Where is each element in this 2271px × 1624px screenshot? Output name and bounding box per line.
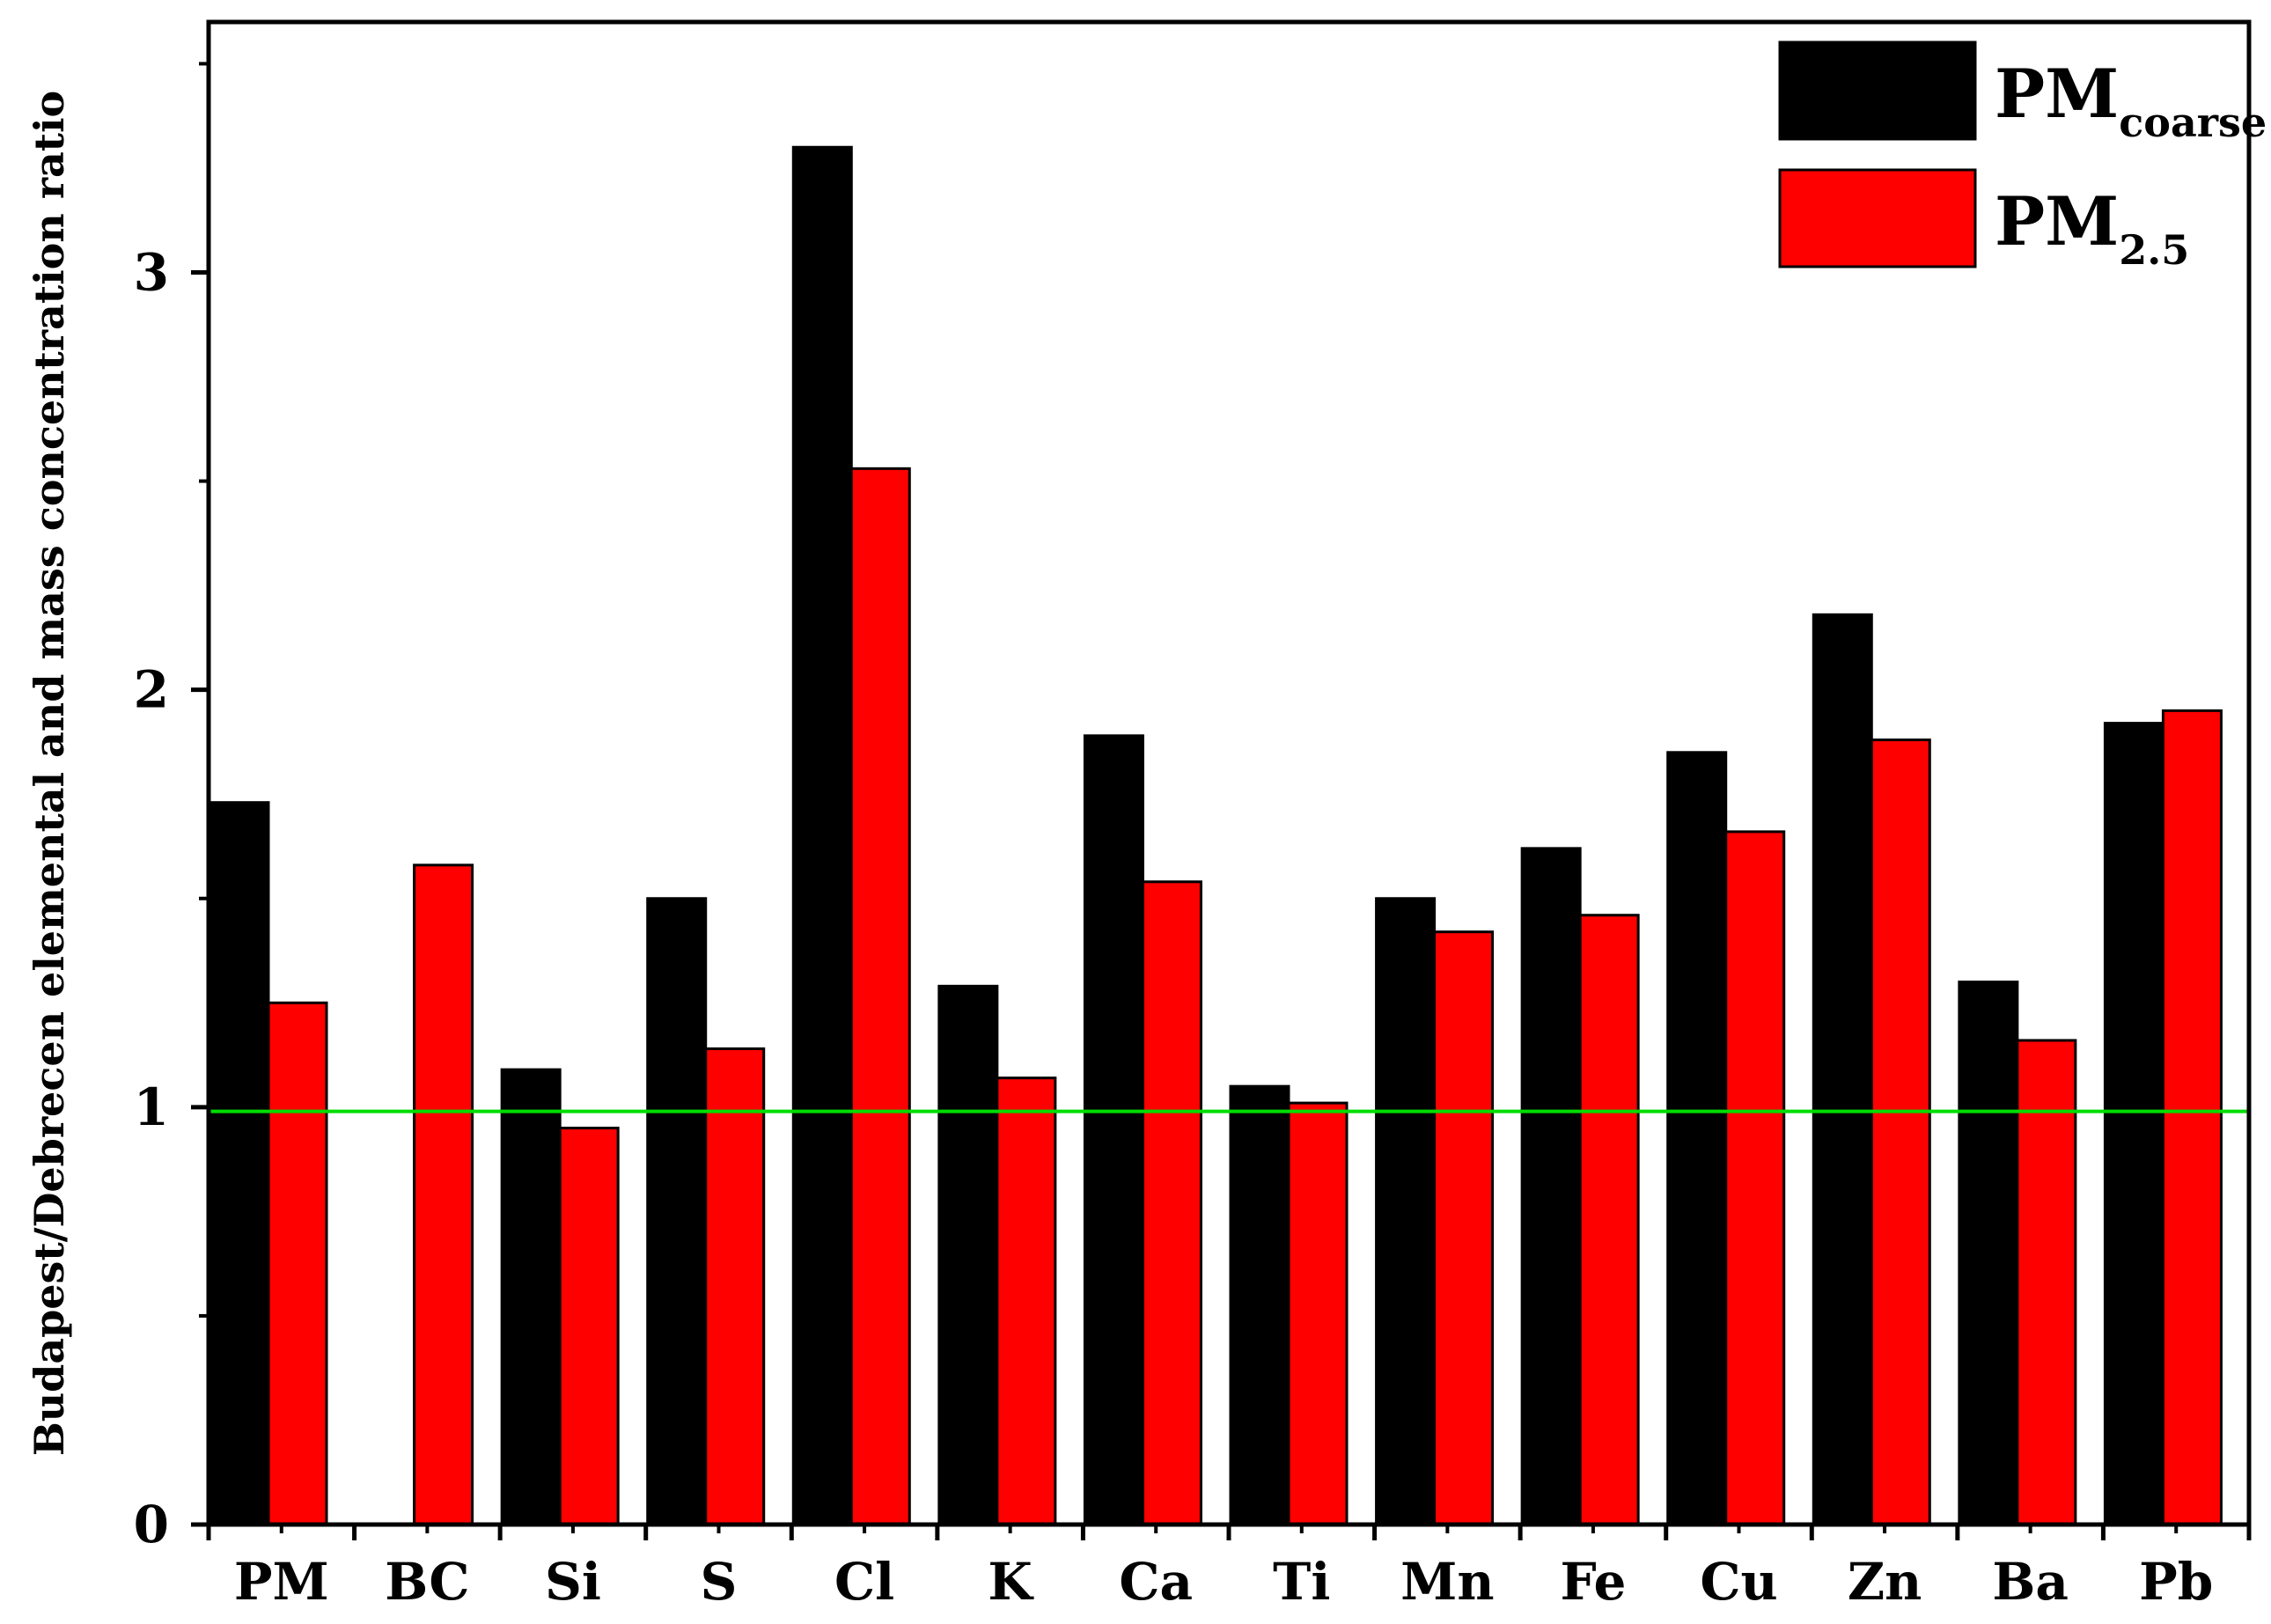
bar-cl-pm-coarse — [791, 145, 853, 1526]
x-tick-label-pm: PM — [234, 1552, 329, 1612]
bar-pm-pm2-5 — [267, 1001, 328, 1526]
bar-bc-pm2-5 — [413, 863, 474, 1526]
y-tick-label: 1 — [134, 1077, 169, 1137]
bar-k-pm-coarse — [937, 984, 999, 1526]
bar-si-pm2-5 — [558, 1127, 620, 1526]
x-tick-label-ba: Ba — [1992, 1552, 2069, 1612]
bar-mn-pm-coarse — [1375, 897, 1437, 1526]
bar-ba-pm2-5 — [2016, 1039, 2077, 1526]
bar-fe-pm-coarse — [1520, 847, 1582, 1526]
x-tick-label-s: S — [701, 1552, 738, 1612]
bar-ca-pm-coarse — [1083, 734, 1144, 1526]
legend-label-main: PM — [1995, 55, 2119, 133]
bar-pm-pm-coarse — [209, 801, 270, 1526]
bar-ti-pm-coarse — [1229, 1084, 1290, 1526]
bar-ti-pm2-5 — [1287, 1101, 1349, 1526]
bar-ba-pm-coarse — [1958, 981, 2019, 1526]
bar-cu-pm-coarse — [1666, 751, 1728, 1526]
legend-swatch-pm-coarse — [1778, 40, 1977, 141]
x-tick-label-cu: Cu — [1700, 1552, 1777, 1612]
y-tick-label: 2 — [134, 660, 169, 720]
bar-zn-pm2-5 — [1870, 739, 1931, 1526]
legend-swatch-pm2-5 — [1778, 168, 1977, 268]
x-tick-label-fe: Fe — [1560, 1552, 1626, 1612]
bar-pb-pm2-5 — [2161, 709, 2223, 1526]
legend-label-subscript: coarse — [2119, 99, 2267, 146]
x-tick-label-bc: BC — [385, 1552, 469, 1612]
bar-fe-pm2-5 — [1578, 914, 1640, 1526]
y-axis-title: Budapest/Debrecen elemental and mass con… — [26, 91, 73, 1456]
y-tick-label: 3 — [134, 243, 169, 303]
bar-zn-pm-coarse — [1812, 613, 1873, 1526]
x-axis: PM BC Si S Cl K Ca Ti Mn Fe Cu Zn Ba Pb — [206, 1525, 2252, 1612]
legend-label-main: PM — [1995, 182, 2119, 261]
x-tick-label-mn: Mn — [1400, 1552, 1494, 1612]
x-tick-label-pb: Pb — [2139, 1552, 2213, 1612]
bar-k-pm2-5 — [996, 1077, 1057, 1526]
legend-label-pm2-5: PM2.5 — [1995, 182, 2189, 274]
bar-cu-pm2-5 — [1724, 830, 1786, 1526]
x-tick-label-cl: Cl — [834, 1552, 894, 1612]
bar-cl-pm2-5 — [849, 467, 911, 1526]
bar-s-pm-coarse — [646, 897, 708, 1526]
legend-label-pm-coarse: PMcoarse — [1995, 55, 2267, 146]
bar-ca-pm2-5 — [1141, 880, 1202, 1526]
x-tick-label-si: Si — [545, 1552, 601, 1612]
bar-mn-pm2-5 — [1433, 930, 1495, 1526]
bar-pb-pm-coarse — [2103, 722, 2164, 1526]
legend-label-subscript: 2.5 — [2119, 226, 2189, 274]
bar-s-pm2-5 — [704, 1047, 766, 1526]
bars-layer — [209, 145, 2223, 1526]
x-tick-label-zn: Zn — [1848, 1552, 1922, 1612]
x-tick-label-ti: Ti — [1273, 1552, 1330, 1612]
y-axis: 0 1 2 3 — [134, 62, 209, 1554]
bar-si-pm-coarse — [500, 1068, 562, 1526]
x-tick-label-ca: Ca — [1119, 1552, 1193, 1612]
y-tick-label: 0 — [134, 1495, 169, 1554]
x-tick-label-k: K — [988, 1552, 1034, 1612]
